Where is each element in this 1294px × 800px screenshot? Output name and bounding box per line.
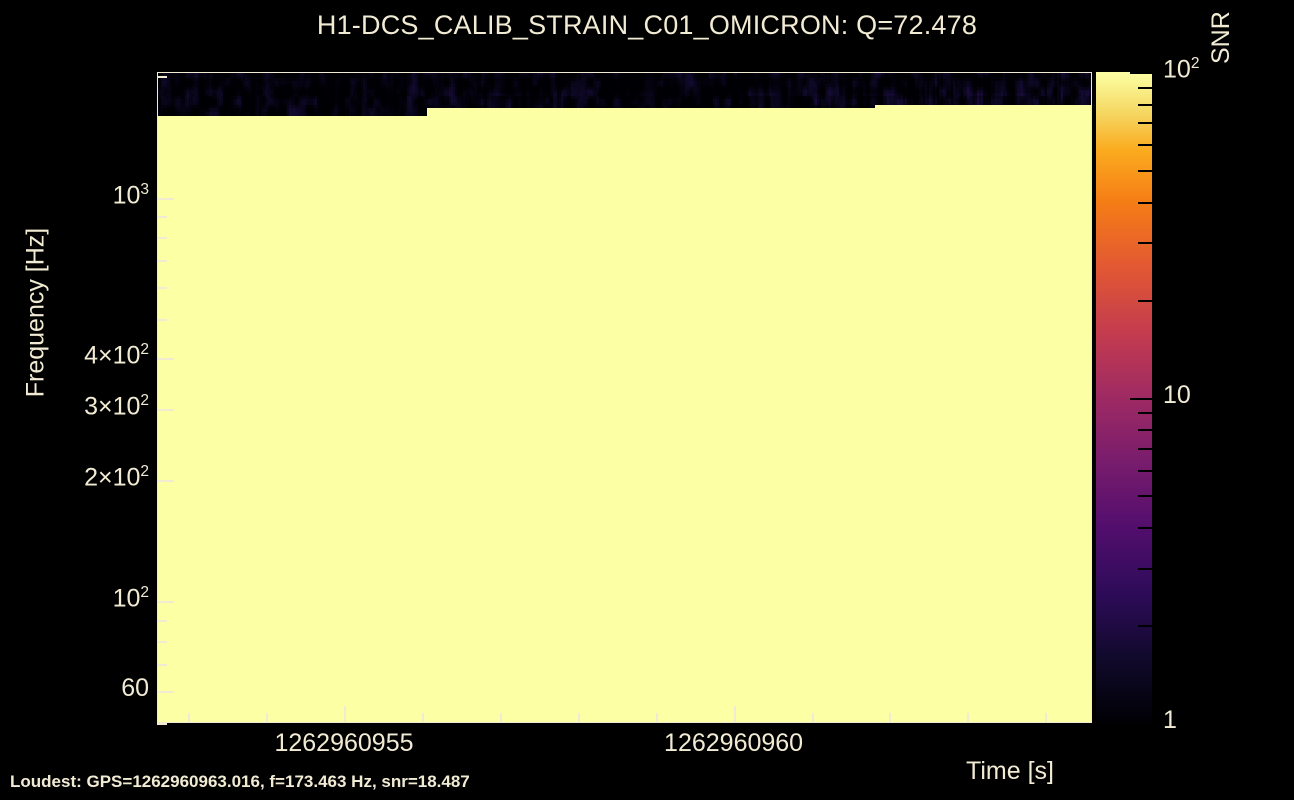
y-tick-mark <box>157 260 167 263</box>
y-tick-label: 102 <box>112 584 149 613</box>
y-axis-title: Frequency [Hz] <box>21 227 50 398</box>
y-tick-label: 4×102 <box>84 341 149 370</box>
x-tick-mark <box>421 713 424 723</box>
y-tick-label: 103 <box>112 180 149 210</box>
x-tick-mark <box>889 713 892 723</box>
colorbar-tick-mark <box>1138 169 1152 172</box>
y-tick-mark <box>157 287 167 290</box>
x-tick-mark <box>577 713 580 723</box>
spectrogram-plot-area[interactable] <box>157 72 1092 723</box>
x-tick-label: 1262960955 <box>274 729 414 757</box>
colorbar-tick-mark <box>1138 412 1152 415</box>
x-axis-title: Time [s] <box>966 757 1054 785</box>
colorbar-tick-mark <box>1138 429 1152 432</box>
y-tick-mark <box>157 236 167 239</box>
colorbar-tick-mark <box>1138 86 1152 89</box>
y-tick-mark <box>157 691 174 694</box>
colorbar-tick-mark <box>1130 72 1152 74</box>
colorbar-tick-label: 1 <box>1163 706 1177 734</box>
y-tick-mark <box>157 408 174 411</box>
y-tick-mark <box>157 640 167 643</box>
y-tick-mark <box>157 319 167 322</box>
y-tick-mark <box>157 619 167 622</box>
colorbar-tick-label: 102 <box>1163 55 1200 84</box>
colorbar[interactable] <box>1096 72 1152 725</box>
x-tick-mark <box>811 713 814 723</box>
y-tick-label: 2×102 <box>84 462 149 492</box>
colorbar-tick-mark <box>1138 144 1152 147</box>
x-tick-mark <box>967 713 970 723</box>
x-tick-mark <box>188 713 191 723</box>
x-tick-mark <box>499 713 502 723</box>
colorbar-title: SNR <box>1207 11 1235 64</box>
y-tick-mark <box>157 216 167 219</box>
colorbar-tick-mark <box>1138 299 1152 302</box>
y-tick-mark <box>157 197 174 200</box>
y-tick-mark <box>157 663 167 666</box>
colorbar-tick-mark <box>1138 242 1152 245</box>
colorbar-tick-mark <box>1138 201 1152 204</box>
y-tick-mark <box>157 601 174 604</box>
y-tick-mark <box>157 479 174 482</box>
x-tick-mark <box>733 706 736 723</box>
y-tick-label: 3×102 <box>84 391 149 421</box>
colorbar-tick-mark <box>1138 567 1152 570</box>
colorbar-tick-mark <box>1138 625 1152 627</box>
y-tick-mark <box>157 358 174 361</box>
x-tick-mark <box>1045 713 1048 723</box>
colorbar-tick-mark <box>1130 723 1152 725</box>
colorbar-tick-mark <box>1130 397 1152 400</box>
colorbar-tick-label: 10 <box>1163 380 1191 409</box>
y-tick-label: 60 <box>121 674 149 703</box>
colorbar-tick-mark <box>1138 469 1152 472</box>
y-tick-mark <box>157 723 167 725</box>
x-tick-mark <box>344 706 346 723</box>
colorbar-tick-mark <box>1138 495 1152 498</box>
x-tick-mark <box>655 713 658 723</box>
spectrogram-canvas[interactable] <box>157 72 1092 723</box>
y-tick-mark <box>157 76 167 79</box>
page-title: H1-DCS_CALIB_STRAIN_C01_OMICRON: Q=72.47… <box>316 10 978 40</box>
x-tick-mark <box>266 713 269 723</box>
colorbar-tick-mark <box>1138 447 1152 450</box>
x-tick-label: 1262960960 <box>664 729 804 757</box>
colorbar-tick-mark <box>1138 103 1152 106</box>
colorbar-tick-mark <box>1138 527 1152 530</box>
colorbar-tick-mark <box>1138 122 1152 125</box>
loudest-event-footer: Loudest: GPS=1262960963.016, f=173.463 H… <box>10 772 470 791</box>
